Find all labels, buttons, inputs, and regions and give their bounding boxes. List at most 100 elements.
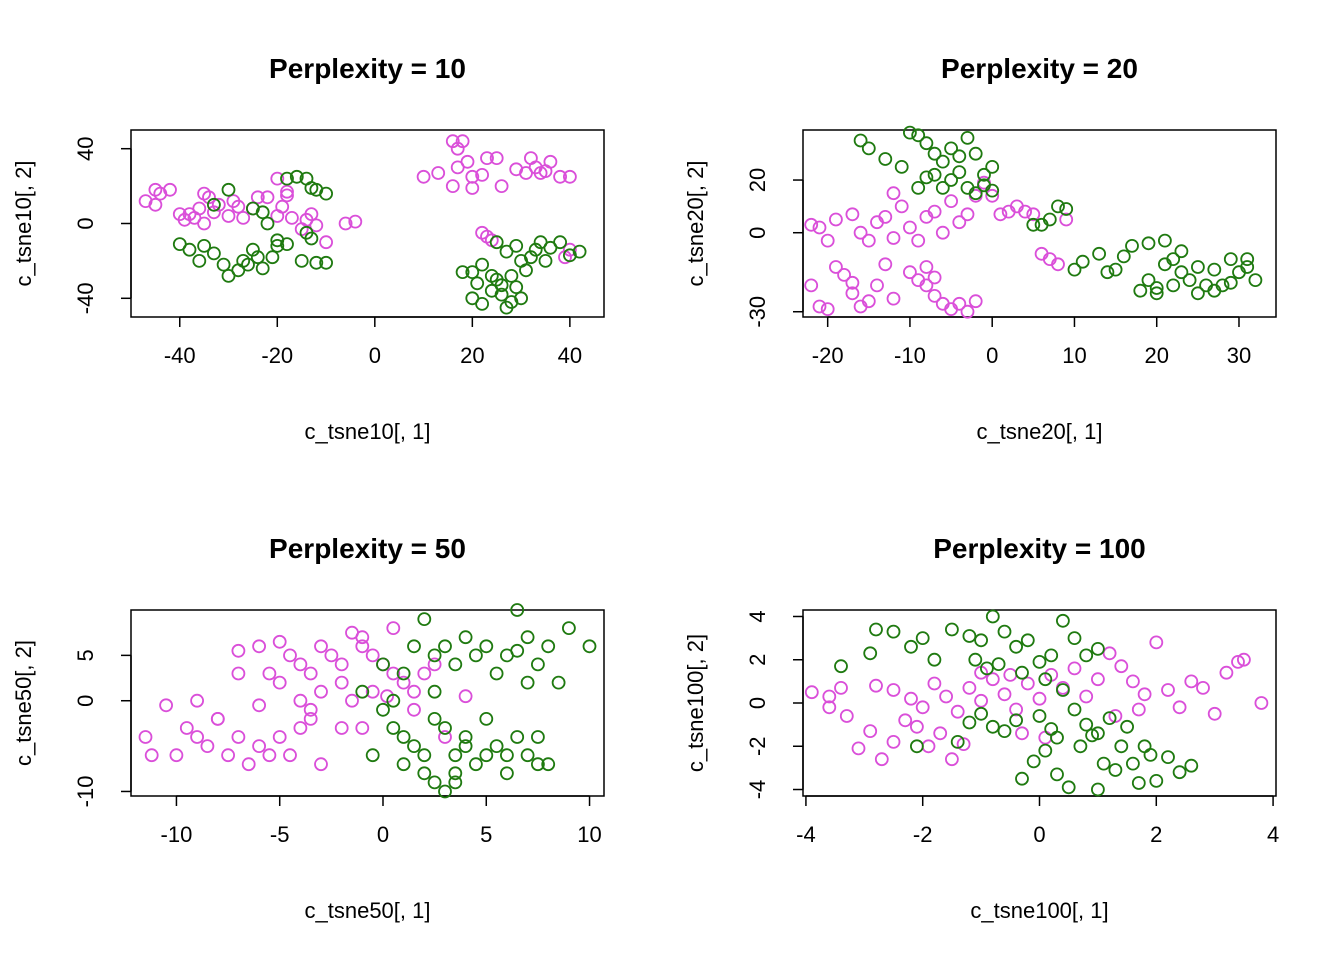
x-tick-label: -20 bbox=[261, 343, 293, 368]
point-magenta bbox=[974, 693, 988, 708]
point-magenta bbox=[407, 702, 421, 717]
point-magenta bbox=[334, 657, 349, 672]
point-green bbox=[484, 268, 499, 283]
point-magenta bbox=[334, 721, 349, 735]
point-green bbox=[319, 186, 334, 201]
point-magenta bbox=[1196, 681, 1210, 695]
point-magenta bbox=[221, 209, 236, 223]
point-green bbox=[944, 141, 958, 156]
point-green bbox=[448, 775, 463, 790]
point-magenta bbox=[950, 704, 965, 719]
point-magenta bbox=[1015, 726, 1029, 741]
point-green bbox=[417, 748, 432, 763]
point-magenta bbox=[853, 225, 868, 240]
point-green bbox=[927, 167, 942, 182]
point-magenta bbox=[869, 678, 883, 693]
point-magenta bbox=[1131, 702, 1146, 717]
point-green bbox=[1067, 631, 1082, 645]
point-magenta bbox=[829, 260, 843, 274]
point-green bbox=[1092, 246, 1106, 261]
point-green bbox=[541, 757, 556, 772]
point-magenta bbox=[169, 748, 184, 763]
point-magenta bbox=[939, 689, 953, 704]
point-magenta bbox=[1161, 683, 1175, 697]
point-green bbox=[904, 639, 918, 654]
point-magenta bbox=[820, 233, 835, 248]
point-green bbox=[962, 715, 977, 730]
point-magenta bbox=[334, 675, 349, 690]
chart-panel-2: Perplexity = 20 -20 -10 0 10 20 30 c_tsne20[, 1… bbox=[683, 53, 1277, 444]
point-green bbox=[427, 712, 442, 726]
point-green bbox=[489, 666, 504, 681]
x-tick-label: 0 bbox=[369, 343, 381, 368]
x-tick-label: -10 bbox=[161, 822, 193, 847]
point-magenta bbox=[921, 739, 936, 754]
point-magenta bbox=[845, 207, 860, 222]
y-tick-label: 0 bbox=[73, 217, 98, 229]
point-magenta bbox=[1254, 696, 1269, 710]
point-magenta bbox=[159, 698, 174, 713]
point-magenta bbox=[348, 214, 363, 229]
point-green bbox=[935, 180, 950, 195]
point-magenta bbox=[863, 724, 878, 738]
point-green bbox=[1131, 776, 1146, 790]
point-magenta bbox=[270, 171, 285, 186]
chart-title: Perplexity = 20 bbox=[941, 53, 1138, 84]
point-magenta bbox=[927, 270, 942, 285]
point-green bbox=[551, 675, 566, 690]
point-green bbox=[1143, 748, 1158, 762]
point-green bbox=[458, 730, 473, 744]
x-tick-label: 0 bbox=[986, 343, 998, 368]
point-magenta bbox=[944, 194, 958, 209]
y-axis-label: c_tsne20[, 2] bbox=[683, 161, 708, 287]
point-magenta bbox=[293, 693, 308, 708]
point-green bbox=[1149, 281, 1164, 295]
point-magenta bbox=[804, 278, 819, 293]
point-magenta bbox=[1219, 665, 1234, 680]
point-magenta bbox=[200, 739, 215, 753]
point-green bbox=[524, 250, 538, 265]
x-tick-label: -20 bbox=[812, 343, 844, 368]
point-green bbox=[427, 775, 442, 790]
point-magenta bbox=[834, 681, 848, 695]
y-tick-label: -30 bbox=[745, 296, 770, 328]
point-magenta bbox=[355, 721, 370, 735]
point-green bbox=[479, 712, 494, 726]
point-magenta bbox=[903, 265, 917, 280]
point-green bbox=[962, 629, 977, 643]
point-magenta bbox=[314, 684, 328, 699]
point-magenta bbox=[804, 217, 819, 232]
y-tick-label: 20 bbox=[745, 168, 770, 192]
point-magenta bbox=[837, 267, 851, 282]
point-green bbox=[1191, 286, 1205, 301]
chart-panel-3: Perplexity = 50 -10 -5 0 5 10 c_tsne50[, 1] -10… bbox=[11, 533, 605, 923]
point-green bbox=[365, 748, 380, 763]
point-green bbox=[470, 276, 485, 291]
point-magenta bbox=[262, 666, 277, 681]
x-tick-label: -40 bbox=[164, 343, 196, 368]
point-magenta bbox=[450, 160, 465, 175]
y-tick-label: -40 bbox=[73, 282, 98, 314]
point-green bbox=[1079, 717, 1094, 732]
point-magenta bbox=[1102, 646, 1117, 661]
x-axis-label: c_tsne20[, 1] bbox=[977, 419, 1103, 444]
point-magenta bbox=[283, 648, 297, 663]
point-magenta bbox=[284, 210, 299, 225]
point-magenta bbox=[563, 242, 577, 257]
x-tick-label: 0 bbox=[1033, 822, 1045, 847]
point-green bbox=[572, 244, 587, 259]
point-green bbox=[1075, 254, 1090, 269]
y-tick-label: 2 bbox=[745, 654, 770, 666]
point-green bbox=[1207, 262, 1222, 277]
point-magenta bbox=[231, 666, 246, 681]
point-green bbox=[834, 659, 848, 674]
y-tick-label: -2 bbox=[745, 736, 770, 756]
point-green bbox=[510, 643, 525, 658]
chart-panel-4: Perplexity = 100 -4 -2 0 2 4 c_tsne100[, 1] -4 -… bbox=[683, 533, 1279, 923]
point-magenta bbox=[1207, 706, 1222, 721]
point-green bbox=[489, 739, 504, 753]
point-green bbox=[1158, 233, 1172, 248]
x-tick-label: -10 bbox=[894, 343, 926, 368]
point-magenta bbox=[494, 179, 509, 194]
point-green bbox=[911, 128, 926, 143]
